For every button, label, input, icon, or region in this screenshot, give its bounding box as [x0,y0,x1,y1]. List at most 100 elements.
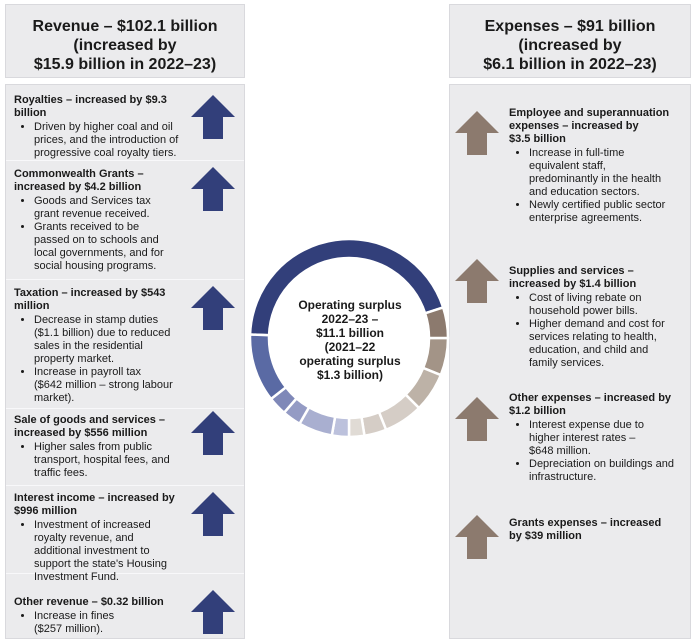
bullet-line: market). [34,392,75,404]
bullet: Newly certified public sectorenterprise … [529,199,689,225]
bullet-line: enterprise agreements. [529,212,643,224]
revenue-item-title: Interest income – increased by $996 milli… [14,492,194,518]
revenue-divider [6,279,244,280]
expenses-item-title: Employee and superannuation expenses – in… [509,107,689,146]
revenue-divider [6,573,244,574]
donut-segment [423,305,450,340]
bullet-line: social housing programs. [34,260,157,272]
bullet-line: predominantly in the health [529,173,662,185]
bullet-line: sales in the residential [34,340,143,352]
bullet: Increase in fines($257 million). [34,610,194,636]
bullet-line: traffic fees. [34,467,88,479]
bullet-line: Increase in fines [34,610,115,622]
revenue-item: Commonwealth Grants – increased by $4.2 b… [14,168,194,273]
title-line: billion [14,107,47,119]
title-line: $996 million [14,505,77,517]
expenses-header-line: $6.1 billion in 2022–23) [483,56,657,73]
donut-segment [282,396,311,426]
donut-segment [377,392,421,432]
revenue-item: Other revenue – $0.32 billion Increase in… [14,596,194,636]
bullet-line: Higher sales from public [34,441,152,453]
title-line: Other expenses – increased by [509,392,672,404]
bullet-line: family services. [529,357,605,369]
revenue-header-line: Revenue – $102.1 billion [32,18,218,35]
title-line: Employee and superannuation [509,107,670,119]
bullet-line: Decrease in stamp duties [34,314,159,326]
bullet-line: ($642 million – strong labour [34,379,173,391]
bullet-line: education, and child and [529,344,649,356]
expenses-header-line: (increased by [518,37,622,54]
revenue-item-title: Commonwealth Grants – increased by $4.2 b… [14,168,194,194]
expenses-header-line: Expenses – $91 billion [484,18,656,35]
up-arrow-icon [455,515,499,559]
title-line: Sale of goods and services – [14,414,166,426]
bullet-line: local governments, and for [34,247,164,259]
expenses-item-title: Other expenses – increased by $1.2 billio… [509,392,689,418]
center-line: 2022–23 – [321,312,379,326]
bullet-line: Increase in full-time [529,147,625,159]
operating-surplus-label: Operating surplus 2022–23 – $11.1 billio… [285,298,415,382]
bullet-line: $648 million. [529,445,591,457]
revenue-item-bullets: Decrease in stamp duties($1.1 billion) d… [14,314,194,405]
donut-segment [421,336,450,377]
up-arrow-icon [455,397,499,441]
bullet-line: ($1.1 billion) due to reduced [34,327,171,339]
bullet-line: Interest expense due to [529,419,644,431]
expenses-item: Other expenses – increased by $1.2 billio… [509,392,689,484]
title-line: million [14,300,50,312]
up-arrow-icon [191,590,235,634]
revenue-item: Interest income – increased by $996 milli… [14,492,194,584]
center-line: Operating surplus [298,298,402,312]
up-arrow-icon [455,111,499,155]
title-line: increased by $556 million [14,427,148,439]
bullet-line: Depreciation on buildings and [529,458,674,470]
expenses-item: Grants expenses – increased by $39 millio… [509,517,689,543]
revenue-item: Royalties – increased by $9.3billionDriv… [14,94,194,160]
bullet-line: household power bills. [529,305,638,317]
title-line: increased by $4.2 billion [14,181,142,193]
bullet-line: Investment of increased [34,519,151,531]
title-line: Other revenue – $0.32 billion [14,596,164,608]
bullet-line: infrastructure. [529,471,597,483]
bullet-line: prices, and the introduction of [34,134,179,146]
expenses-panel [449,84,691,639]
bullet-line: additional investment to [34,545,150,557]
bullet-line: grant revenue received. [34,208,150,220]
title-line: Taxation – increased by $543 [14,287,166,299]
donut-segment [297,405,337,437]
revenue-item-title: Other revenue – $0.32 billion [14,596,194,609]
up-arrow-icon [191,286,235,330]
title-line: Grants expenses – increased [509,517,662,529]
up-arrow-icon [191,167,235,211]
donut-segment [360,410,388,438]
expenses-item-title: Supplies and services – increased by $1.4… [509,265,689,291]
revenue-header-line: (increased by [73,37,177,54]
bullet-line: Newly certified public sector [529,199,666,211]
title-line: Interest income – increased by [14,492,175,504]
expenses-item: Employee and superannuation expenses – in… [509,107,689,225]
bullet-line: progressive coal royalty tiers. [34,147,177,159]
bullet: Decrease in stamp duties($1.1 billion) d… [34,314,194,366]
bullet-line: higher interest rates – [529,432,636,444]
bullet-line: support the state's Housing [34,558,167,570]
revenue-item: Sale of goods and services – increased by… [14,414,194,480]
donut-segment [330,415,351,439]
bullet-line: passed on to schools and [34,234,159,246]
title-line: Supplies and services – [509,265,634,277]
revenue-item-title: Royalties – increased by $9.3 billion [14,94,194,120]
revenue-item-title: Sale of goods and services – increased by… [14,414,194,440]
donut-segment [347,415,366,439]
